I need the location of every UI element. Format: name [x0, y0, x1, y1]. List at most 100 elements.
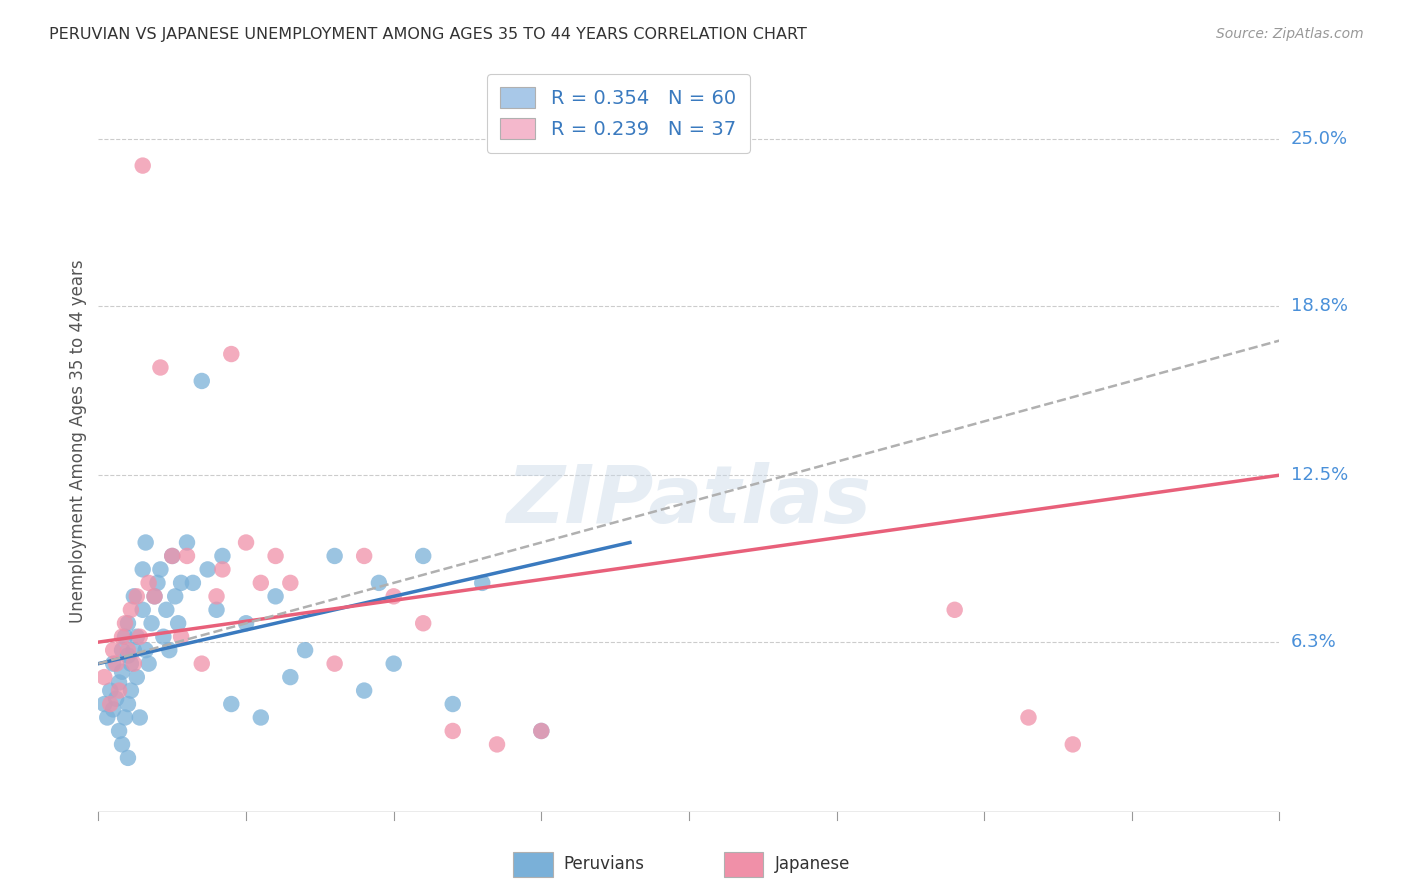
Point: [105, 691, 128, 706]
FancyBboxPatch shape: [724, 852, 763, 877]
Point: [122, 657, 145, 671]
Point: [132, 562, 155, 576]
Point: [205, 603, 228, 617]
Point: [323, 549, 346, 563]
Point: [368, 575, 391, 590]
Point: [122, 643, 145, 657]
Point: [93, 697, 115, 711]
Point: [114, 630, 136, 644]
Point: [211, 562, 233, 576]
Point: [197, 562, 219, 576]
Point: [152, 630, 174, 644]
Point: [191, 657, 214, 671]
Point: [120, 657, 142, 671]
Point: [108, 683, 131, 698]
Point: [280, 575, 302, 590]
Point: [1062, 738, 1084, 752]
Point: [471, 575, 494, 590]
Point: [135, 643, 157, 657]
Text: ZIPatlas: ZIPatlas: [506, 462, 872, 540]
Point: [117, 751, 139, 765]
Point: [103, 702, 125, 716]
Point: [132, 159, 155, 173]
Point: [176, 549, 198, 563]
Point: [132, 603, 155, 617]
Point: [125, 590, 148, 604]
Point: [181, 575, 204, 590]
Point: [120, 603, 142, 617]
Point: [128, 710, 150, 724]
Point: [103, 643, 125, 657]
Point: [135, 535, 157, 549]
Point: [143, 590, 166, 604]
Point: [117, 697, 139, 711]
Point: [323, 657, 346, 671]
Point: [162, 549, 183, 563]
Point: [111, 630, 134, 644]
Point: [205, 590, 228, 604]
Point: [93, 670, 115, 684]
Point: [108, 675, 131, 690]
Point: [111, 665, 134, 679]
Point: [103, 657, 125, 671]
Text: 6.3%: 6.3%: [1291, 633, 1336, 651]
Point: [441, 723, 464, 738]
Point: [114, 710, 136, 724]
Text: Peruvians: Peruvians: [564, 855, 645, 873]
Point: [412, 549, 434, 563]
Point: [486, 738, 509, 752]
Point: [120, 683, 142, 698]
Point: [170, 630, 193, 644]
Point: [105, 657, 128, 671]
Point: [382, 590, 405, 604]
Point: [441, 697, 464, 711]
Legend: R = 0.354   N = 60, R = 0.239   N = 37: R = 0.354 N = 60, R = 0.239 N = 37: [486, 74, 749, 153]
Point: [138, 657, 160, 671]
Point: [221, 347, 243, 361]
Point: [122, 590, 145, 604]
Text: PERUVIAN VS JAPANESE UNEMPLOYMENT AMONG AGES 35 TO 44 YEARS CORRELATION CHART: PERUVIAN VS JAPANESE UNEMPLOYMENT AMONG …: [49, 27, 807, 42]
Point: [162, 549, 183, 563]
Point: [111, 643, 134, 657]
Point: [111, 738, 134, 752]
Point: [114, 616, 136, 631]
Point: [138, 575, 160, 590]
Point: [250, 575, 273, 590]
Point: [146, 575, 169, 590]
Y-axis label: Unemployment Among Ages 35 to 44 years: Unemployment Among Ages 35 to 44 years: [69, 260, 87, 624]
Point: [117, 643, 139, 657]
Point: [98, 697, 121, 711]
Point: [211, 549, 233, 563]
Text: Japanese: Japanese: [775, 855, 851, 873]
Point: [98, 683, 121, 698]
Point: [530, 723, 553, 738]
Point: [96, 710, 118, 724]
Point: [382, 657, 405, 671]
Text: 12.5%: 12.5%: [1291, 467, 1348, 484]
FancyBboxPatch shape: [513, 852, 553, 877]
Text: 25.0%: 25.0%: [1291, 129, 1348, 148]
Point: [117, 616, 139, 631]
Point: [128, 630, 150, 644]
Point: [125, 670, 148, 684]
Point: [117, 648, 139, 663]
Point: [530, 723, 553, 738]
Text: Source: ZipAtlas.com: Source: ZipAtlas.com: [1216, 27, 1364, 41]
Text: 18.8%: 18.8%: [1291, 296, 1347, 315]
Point: [235, 616, 257, 631]
Point: [108, 723, 131, 738]
Point: [353, 683, 375, 698]
Point: [141, 616, 163, 631]
Point: [176, 535, 198, 549]
Point: [165, 590, 187, 604]
Point: [143, 590, 166, 604]
Point: [149, 360, 172, 375]
Point: [191, 374, 214, 388]
Point: [170, 575, 193, 590]
Point: [412, 616, 434, 631]
Point: [149, 562, 172, 576]
Point: [943, 603, 966, 617]
Point: [294, 643, 316, 657]
Point: [353, 549, 375, 563]
Point: [235, 535, 257, 549]
